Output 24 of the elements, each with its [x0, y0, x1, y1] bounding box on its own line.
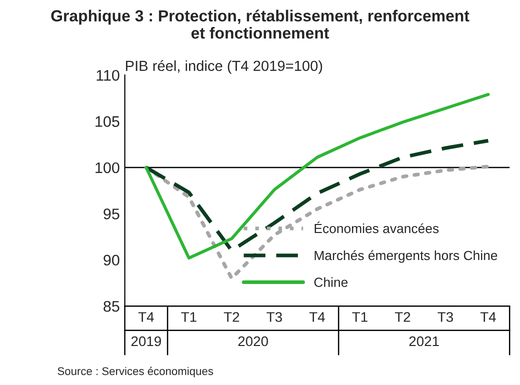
text: 2019 — [131, 336, 161, 346]
chart-title: Graphique 3 : Protection, rétablissement, renforcement et fonctionnement — [51, 10, 470, 39]
x-tick-label: T4 — [480, 312, 496, 322]
y-tick-label: 95 — [104, 208, 120, 220]
x-tick-label: T1 — [181, 312, 196, 322]
x-tick-label: T2 — [394, 312, 410, 322]
x-tick-label: T3 — [266, 312, 282, 322]
x-tick-label: T1 — [352, 312, 368, 322]
y-axis-title: PIB réel, indice (T4 2019=100) — [126, 60, 322, 74]
x-tick-label: T3 — [438, 312, 453, 322]
legend-label: Économies avancées — [314, 222, 439, 234]
y-tick-label: 85 — [104, 300, 120, 312]
x-tick-label: T4 — [309, 312, 325, 322]
text: 2020 — [238, 336, 268, 346]
source-note: Source : Services économiques — [58, 366, 214, 378]
y-tick-label: 110 — [96, 70, 120, 81]
y-tick-label: 105 — [96, 116, 120, 127]
legend-label: Marchés émergents hors Chine — [314, 250, 498, 263]
x-tick-label: T2 — [224, 312, 240, 322]
y-tick-label: 90 — [104, 254, 120, 266]
x-tick-label: T4 — [138, 312, 154, 322]
legend-label: Chine — [314, 277, 348, 287]
y-tick-label: 100 — [96, 162, 120, 174]
text: 2021 — [409, 336, 439, 346]
